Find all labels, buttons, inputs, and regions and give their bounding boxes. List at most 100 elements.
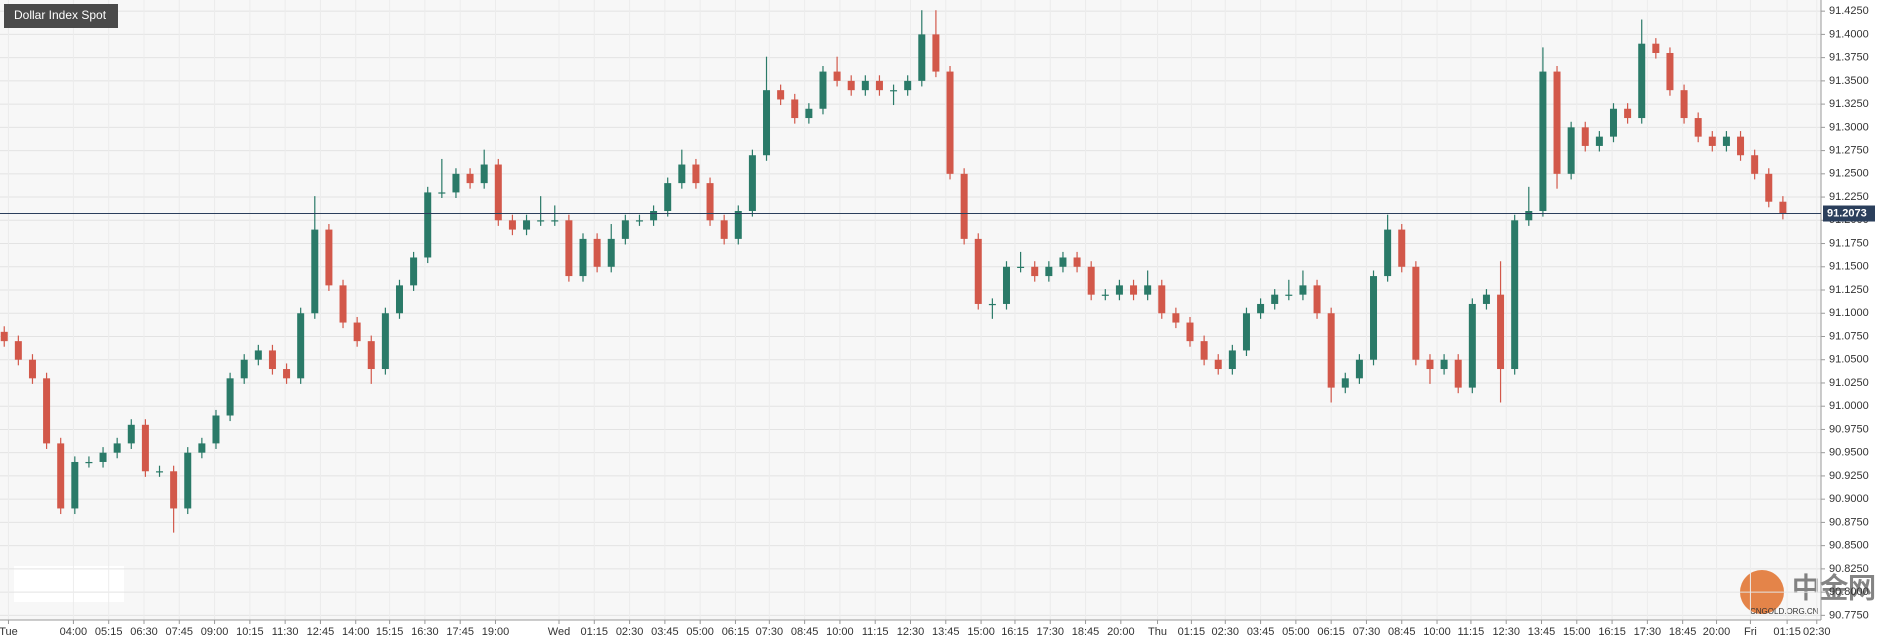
- candle-body: [480, 164, 488, 184]
- candle-body: [156, 471, 164, 473]
- candle-body: [254, 350, 262, 360]
- candle-body: [1737, 136, 1745, 156]
- candle-body: [1497, 294, 1505, 370]
- candle-body: [1115, 285, 1123, 295]
- y-tick-label: 91.3500: [1829, 75, 1869, 87]
- candle-body: [664, 183, 672, 212]
- y-tick-label: 90.8250: [1829, 563, 1869, 575]
- candle-body: [1511, 220, 1519, 370]
- candle-body: [1101, 294, 1109, 296]
- candle-body: [1341, 378, 1349, 388]
- candle-body: [14, 341, 22, 360]
- candle-body: [28, 359, 36, 379]
- candle-body: [1638, 43, 1646, 119]
- candle-body: [1412, 266, 1420, 360]
- candle-body: [1652, 43, 1660, 53]
- candle-body: [1454, 359, 1462, 388]
- candle-body: [268, 350, 276, 370]
- candle-body: [621, 220, 629, 239]
- candle-body: [1567, 127, 1575, 174]
- y-tick-label: 91.3750: [1829, 52, 1869, 64]
- candle-body: [1200, 341, 1208, 360]
- candle-body: [1398, 229, 1406, 267]
- x-tick-label: 16:15: [1001, 626, 1029, 638]
- x-tick-label: 03:45: [651, 626, 679, 638]
- x-tick-label: 02:30: [1803, 626, 1831, 638]
- watermark: 中金网: [1792, 571, 1876, 603]
- x-tick-label: 05:15: [95, 626, 123, 638]
- x-tick-label: 18:45: [1669, 626, 1697, 638]
- candle-body: [918, 34, 926, 81]
- candle-body: [99, 452, 107, 462]
- candle-body: [283, 369, 291, 379]
- y-tick-label: 91.4000: [1829, 28, 1869, 40]
- candle-body: [1680, 90, 1688, 119]
- candle-body: [113, 443, 121, 453]
- candle-body: [1355, 359, 1363, 379]
- x-tick-label: 10:00: [826, 626, 854, 638]
- y-tick-label: 91.1750: [1829, 237, 1869, 249]
- y-tick-label: 91.0000: [1829, 400, 1869, 412]
- candle-body: [593, 238, 601, 267]
- candle-body: [1299, 285, 1307, 295]
- candle-body: [1694, 118, 1702, 137]
- candle-body: [1384, 229, 1392, 277]
- y-tick-label: 91.4250: [1829, 5, 1869, 17]
- candle-body: [410, 257, 418, 286]
- candle-body: [170, 471, 178, 509]
- y-tick-label: 90.9250: [1829, 470, 1869, 482]
- candle-body: [791, 99, 799, 119]
- candle-body: [890, 90, 898, 92]
- candle-body: [198, 443, 206, 453]
- candle-body: [438, 192, 446, 194]
- y-tick-label: 90.9750: [1829, 423, 1869, 435]
- candle-body: [1751, 155, 1759, 174]
- x-tick-label: 12:30: [1492, 626, 1520, 638]
- x-tick-label: 08:45: [1388, 626, 1416, 638]
- candle-body: [57, 443, 65, 509]
- candle-body: [1765, 173, 1773, 202]
- y-tick-label: 90.8500: [1829, 540, 1869, 552]
- x-tick-label: 02:30: [616, 626, 644, 638]
- y-tick-label: 90.8000: [1829, 586, 1869, 598]
- y-tick-label: 91.3250: [1829, 98, 1869, 110]
- blank-box: [14, 566, 124, 602]
- y-tick-label: 91.2750: [1829, 144, 1869, 156]
- y-tick-label: 91.2500: [1829, 168, 1869, 180]
- candle-body: [1130, 285, 1138, 295]
- candle-body: [706, 183, 714, 221]
- x-tick-label: 09:00: [201, 626, 229, 638]
- candle-body: [1666, 52, 1674, 91]
- candle-body: [875, 80, 883, 91]
- candle-body: [1722, 136, 1730, 146]
- x-tick-label: 06:15: [722, 626, 750, 638]
- candle-body: [833, 71, 841, 81]
- candle-body: [1539, 71, 1547, 212]
- x-tick-label: 01:15: [1773, 626, 1801, 638]
- candle-body: [1370, 276, 1378, 360]
- candle-body: [805, 108, 813, 119]
- x-tick-label: 10:15: [236, 626, 264, 638]
- y-tick-label: 91.1500: [1829, 261, 1869, 273]
- x-tick-label: 01:15: [1178, 626, 1206, 638]
- candle-body: [395, 285, 403, 314]
- candle-body: [607, 238, 615, 267]
- x-tick-label: 01:15: [581, 626, 609, 638]
- candle-body: [537, 220, 545, 222]
- x-tick-label: 06:15: [1317, 626, 1345, 638]
- candle-body: [1031, 266, 1039, 277]
- x-tick-label: 17:30: [1634, 626, 1662, 638]
- candle-body: [1581, 127, 1589, 146]
- candle-body: [71, 461, 79, 509]
- candle-body: [1214, 359, 1222, 370]
- candle-body: [297, 313, 305, 379]
- candle-body: [494, 164, 502, 221]
- candle-body: [466, 173, 474, 184]
- candle-body: [974, 238, 982, 304]
- x-tick-label: 07:30: [756, 626, 784, 638]
- candle-body: [1595, 136, 1603, 146]
- candle-body: [861, 80, 869, 91]
- chart-title: Dollar Index Spot: [14, 8, 107, 22]
- candle-body: [339, 285, 347, 323]
- y-tick-label: 90.7750: [1829, 609, 1869, 621]
